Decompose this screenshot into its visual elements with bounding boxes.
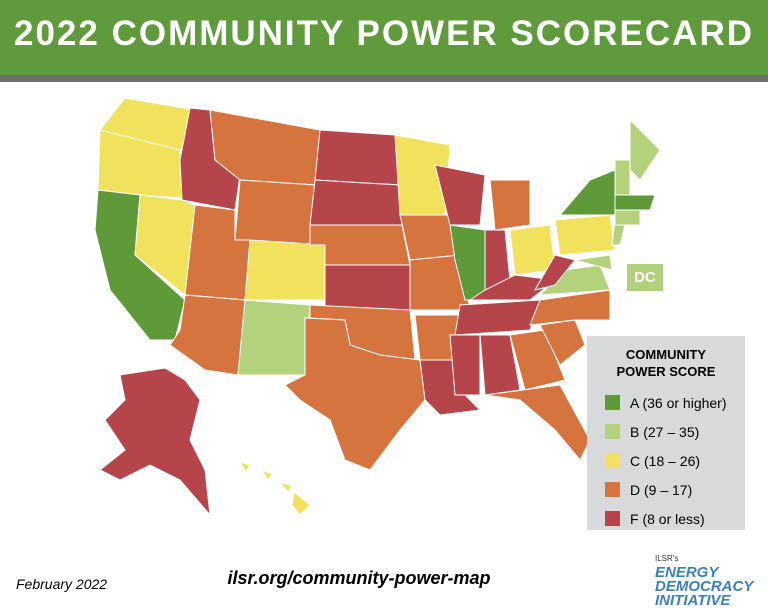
state <box>97 129 183 199</box>
logo-line: DEMOCRACY <box>655 578 754 595</box>
legend-items: A (36 or higher) B (27 – 35) C (18 – 26) D … <box>587 388 745 533</box>
logo-line: ENERGY <box>655 564 719 581</box>
title: 2022 COMMUNITY POWER SCORECARD <box>13 14 754 53</box>
title-bar <box>0 0 768 75</box>
url: ilsr.org/community-power-map <box>227 568 491 588</box>
logo-org: ILSR's <box>655 554 679 563</box>
state <box>558 169 621 216</box>
state <box>484 384 591 461</box>
legend-swatch <box>605 395 620 410</box>
legend-label: C (18 – 26) <box>630 452 701 469</box>
state <box>574 254 613 271</box>
legend-label: D (9 – 17) <box>630 481 693 498</box>
state <box>237 299 311 376</box>
state <box>278 480 293 493</box>
state <box>529 289 611 326</box>
legend-label: B (27 – 35) <box>630 423 700 440</box>
state <box>449 334 481 396</box>
state <box>238 461 251 473</box>
legend-item: D (9 – 17) <box>587 475 745 504</box>
state <box>234 179 316 246</box>
state <box>244 239 326 301</box>
legend-item: B (27 – 35) <box>587 417 745 446</box>
state <box>309 224 411 266</box>
legend-item: A (36 or higher) <box>587 388 745 417</box>
state <box>489 179 531 231</box>
state <box>614 194 656 211</box>
legend-label: F (8 or less) <box>630 510 705 527</box>
state <box>260 468 273 481</box>
state <box>314 129 401 186</box>
state <box>434 164 486 226</box>
logo: ILSR's ENERGY DEMOCRACY INITIATIVE <box>655 552 753 608</box>
legend: COMMUNITY POWER SCORE A (36 or higher) B … <box>587 336 745 530</box>
state <box>99 367 211 517</box>
state <box>629 118 661 181</box>
state <box>509 329 566 391</box>
legend-item: F (8 or less) <box>587 504 745 533</box>
state <box>324 264 411 311</box>
legend-swatch <box>605 482 620 497</box>
state <box>284 317 426 471</box>
logo-line: INITIATIVE <box>655 592 731 609</box>
state <box>309 179 403 226</box>
state <box>454 299 541 336</box>
state <box>614 209 641 226</box>
state <box>468 274 557 301</box>
legend-swatch <box>605 511 620 526</box>
title-stripe <box>0 75 768 82</box>
legend-swatch <box>605 424 620 439</box>
state <box>554 214 616 256</box>
state <box>614 159 631 196</box>
date: February 2022 <box>16 576 108 592</box>
legend-swatch <box>605 453 620 468</box>
state <box>291 491 311 516</box>
legend-label: A (36 or higher) <box>630 394 727 411</box>
legend-item: C (18 – 26) <box>587 446 745 475</box>
legend-title: COMMUNITY POWER SCORE <box>616 347 716 379</box>
dc-label: DC <box>627 264 663 291</box>
